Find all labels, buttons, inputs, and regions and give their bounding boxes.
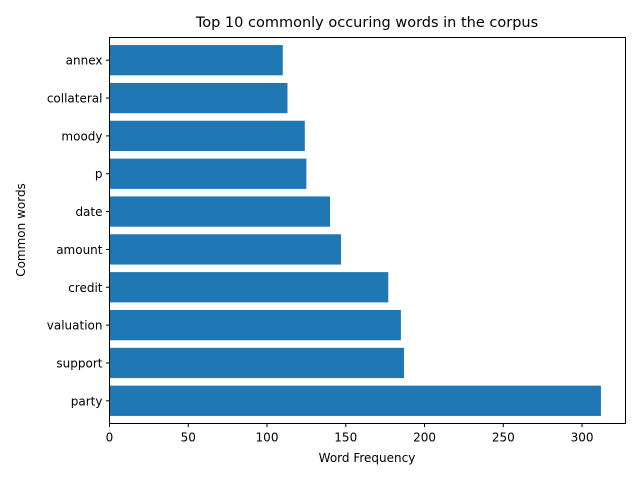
x-axis-label: Word Frequency [319,451,416,465]
bar-credit [109,272,389,303]
plot-frame [109,37,626,424]
y-tick-label: support [56,356,102,370]
x-tick-label: 150 [334,431,357,445]
y-axis-label: Common words [14,183,28,277]
y-tick-label: amount [56,243,103,257]
x-axis-ticks: 0 50 100 150 200 250 300 [106,423,594,445]
x-tick-label: 200 [413,431,436,445]
bar-valuation [109,309,401,341]
y-tick-label: annex [66,54,103,68]
x-tick-label: 250 [492,431,515,445]
bar-party [109,385,601,416]
y-tick-label: p [95,167,103,181]
y-tick-label: moody [61,129,102,143]
bar-annex [109,45,283,76]
x-tick-label: 100 [256,431,279,445]
x-tick-label: 300 [571,431,594,445]
bar-moody [109,120,305,152]
chart-title: Top 10 commonly occuring words in the co… [195,15,538,31]
y-tick-label: credit [68,281,103,295]
bars-group [109,45,601,416]
bar-support [109,347,405,379]
y-tick-label: collateral [47,92,103,106]
y-tick-label: date [75,205,102,219]
x-tick-label: 50 [181,431,196,445]
bar-p [109,158,307,189]
y-tick-label: party [71,394,103,408]
bar-amount [109,234,342,265]
bar-collateral [109,82,288,114]
y-axis-ticks: party support valuation credit amount date p mo… [47,54,110,408]
y-tick-label: valuation [47,319,103,333]
x-tick-label: 0 [106,431,114,445]
bar-date [109,196,331,227]
